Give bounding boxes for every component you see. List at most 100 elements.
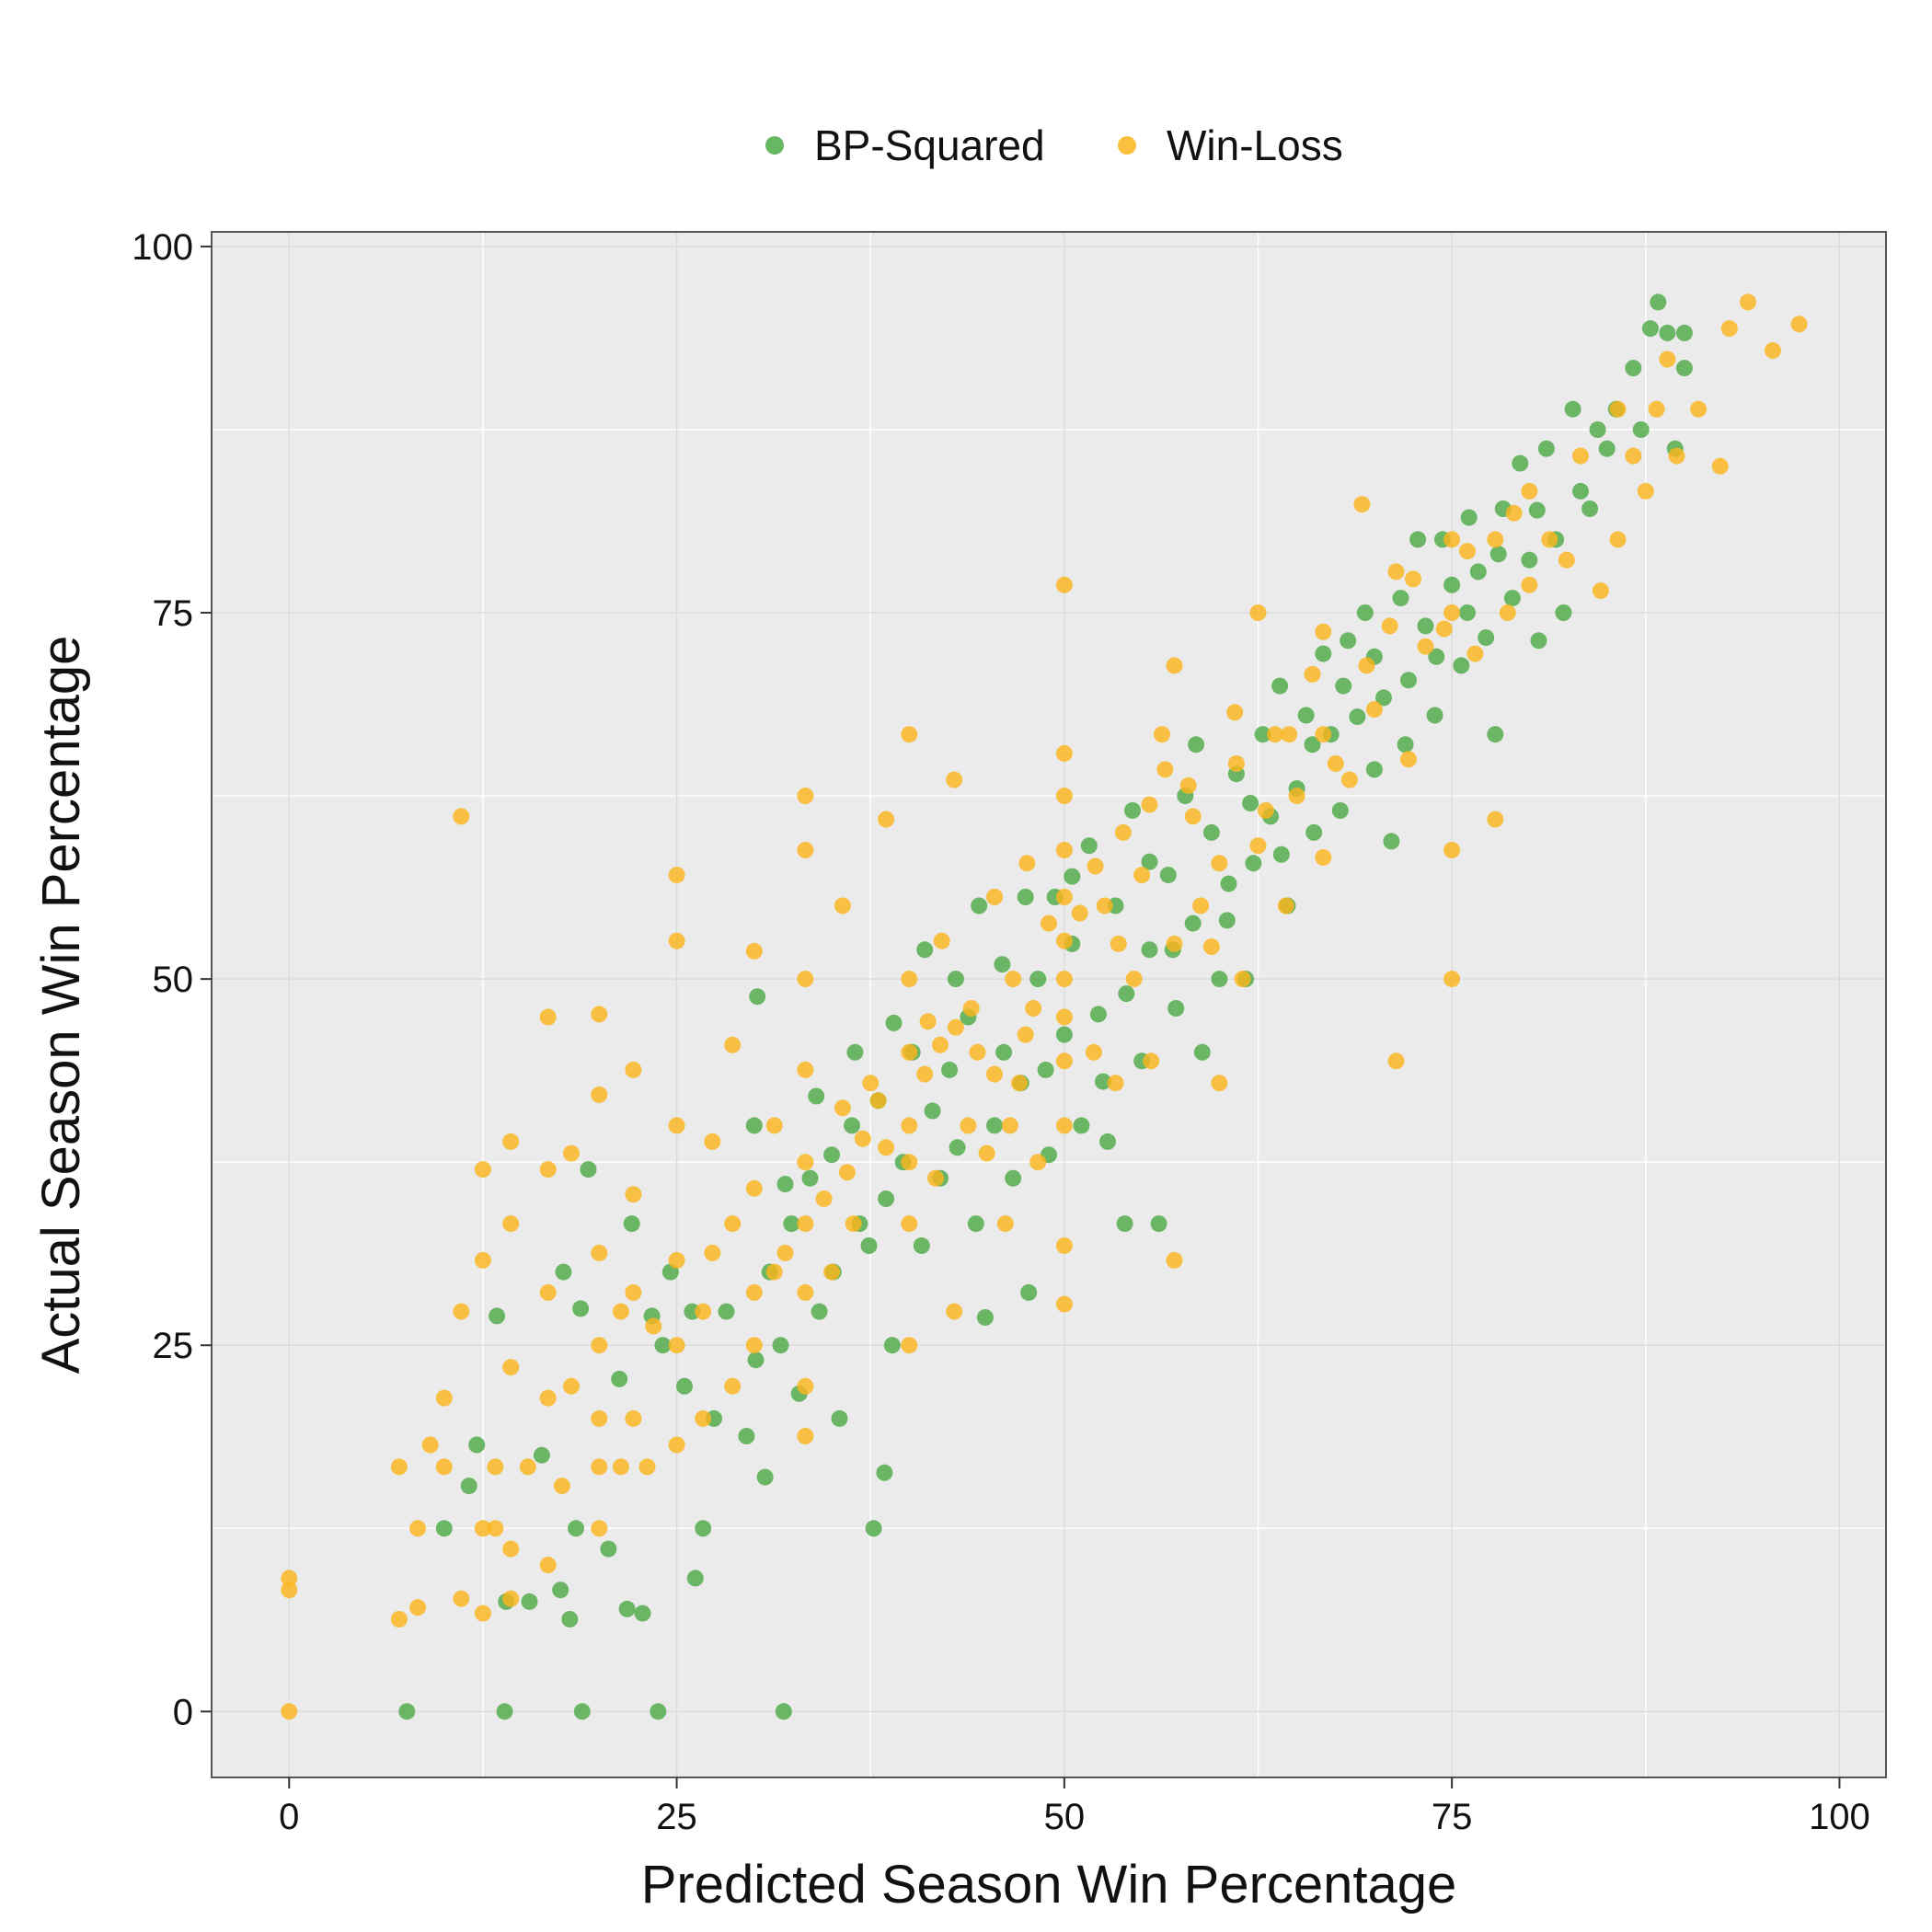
- point-win-loss: [591, 1458, 608, 1476]
- point-win-loss: [281, 1703, 298, 1720]
- y-tick-label: 50: [153, 960, 194, 1000]
- point-bp-squared: [831, 1409, 848, 1427]
- point-win-loss: [1690, 400, 1708, 418]
- point-bp-squared: [745, 1117, 763, 1134]
- point-win-loss: [834, 1099, 851, 1117]
- point-win-loss: [724, 1215, 742, 1233]
- point-bp-squared: [995, 1043, 1013, 1061]
- point-win-loss: [668, 1436, 685, 1454]
- point-win-loss: [1637, 482, 1654, 500]
- point-win-loss: [765, 1263, 783, 1281]
- point-bp-squared: [775, 1703, 792, 1720]
- point-win-loss: [553, 1478, 570, 1495]
- point-win-loss: [474, 1604, 491, 1622]
- point-win-loss: [1365, 701, 1383, 719]
- point-win-loss: [1226, 704, 1244, 721]
- point-bp-squared: [686, 1570, 704, 1587]
- point-win-loss: [502, 1133, 520, 1150]
- point-bp-squared: [1116, 1215, 1133, 1233]
- point-win-loss: [390, 1458, 408, 1476]
- point-bp-squared: [1220, 875, 1237, 892]
- point-win-loss: [1055, 1295, 1073, 1313]
- point-win-loss: [281, 1570, 298, 1587]
- point-bp-squared: [468, 1436, 486, 1454]
- point-bp-squared: [1528, 501, 1546, 519]
- point-win-loss: [421, 1436, 439, 1454]
- point-win-loss: [625, 1061, 642, 1078]
- point-bp-squared: [1055, 1026, 1073, 1043]
- point-win-loss: [1381, 617, 1398, 635]
- point-win-loss: [435, 1389, 453, 1407]
- point-win-loss: [1740, 293, 1756, 311]
- point-bp-squared: [1254, 726, 1271, 743]
- point-win-loss: [474, 1251, 491, 1269]
- point-win-loss: [1304, 665, 1321, 683]
- point-bp-squared: [1242, 795, 1259, 811]
- point-win-loss: [1648, 400, 1665, 418]
- point-win-loss: [1249, 604, 1267, 621]
- point-win-loss: [1541, 531, 1558, 548]
- point-win-loss: [1179, 776, 1197, 794]
- point-bp-squared: [811, 1303, 828, 1320]
- point-bp-squared: [1304, 736, 1321, 753]
- point-bp-squared: [1555, 604, 1572, 621]
- point-bp-squared: [1632, 421, 1650, 438]
- point-win-loss: [645, 1317, 662, 1335]
- point-win-loss: [1277, 897, 1294, 914]
- point-win-loss: [854, 1130, 871, 1147]
- point-win-loss: [1387, 1052, 1405, 1070]
- point-bp-squared: [1365, 761, 1383, 778]
- point-win-loss: [1443, 971, 1461, 988]
- point-win-loss: [745, 1337, 763, 1354]
- point-win-loss: [612, 1303, 629, 1320]
- point-bp-squared: [1428, 648, 1445, 665]
- point-bp-squared: [776, 1176, 794, 1193]
- point-win-loss: [1029, 1154, 1047, 1171]
- point-win-loss: [1055, 971, 1073, 988]
- point-bp-squared: [1392, 590, 1409, 607]
- point-bp-squared: [1340, 632, 1357, 650]
- point-win-loss: [1166, 935, 1183, 952]
- point-win-loss: [845, 1215, 862, 1233]
- point-bp-squared: [860, 1237, 878, 1254]
- point-win-loss: [539, 1008, 557, 1026]
- x-tick-label: 75: [1432, 1797, 1473, 1837]
- point-win-loss: [776, 1244, 794, 1261]
- point-win-loss: [978, 1144, 995, 1162]
- point-bp-squared: [976, 1309, 994, 1326]
- point-win-loss: [1765, 342, 1781, 359]
- point-win-loss: [1572, 447, 1589, 465]
- point-win-loss: [797, 1215, 814, 1233]
- point-bp-squared: [552, 1581, 569, 1599]
- point-win-loss: [1166, 657, 1183, 674]
- point-win-loss: [745, 942, 763, 960]
- point-bp-squared: [878, 1190, 895, 1207]
- point-bp-squared: [572, 1300, 590, 1317]
- point-win-loss: [1443, 842, 1461, 858]
- point-win-loss: [591, 1409, 608, 1427]
- point-bp-squared: [1141, 853, 1158, 870]
- point-win-loss: [1487, 811, 1504, 828]
- point-bp-squared: [913, 1237, 930, 1254]
- point-win-loss: [1315, 726, 1332, 743]
- point-win-loss: [1459, 543, 1476, 560]
- point-win-loss: [1592, 582, 1609, 600]
- point-win-loss: [1558, 551, 1575, 569]
- point-bp-squared: [949, 1139, 966, 1156]
- point-win-loss: [1133, 867, 1151, 884]
- point-bp-squared: [1417, 617, 1434, 635]
- point-bp-squared: [1020, 1283, 1038, 1301]
- point-bp-squared: [947, 971, 964, 988]
- point-win-loss: [625, 1283, 642, 1301]
- point-bp-squared: [1537, 440, 1555, 457]
- point-win-loss: [1435, 620, 1453, 638]
- point-bp-squared: [573, 1703, 591, 1720]
- point-bp-squared: [1512, 454, 1529, 472]
- point-win-loss: [1521, 576, 1538, 593]
- point-win-loss: [1659, 351, 1676, 368]
- point-win-loss: [1315, 623, 1332, 640]
- point-win-loss: [901, 971, 918, 988]
- point-win-loss: [1055, 744, 1073, 762]
- point-bp-squared: [783, 1215, 800, 1233]
- point-bp-squared: [1478, 629, 1495, 647]
